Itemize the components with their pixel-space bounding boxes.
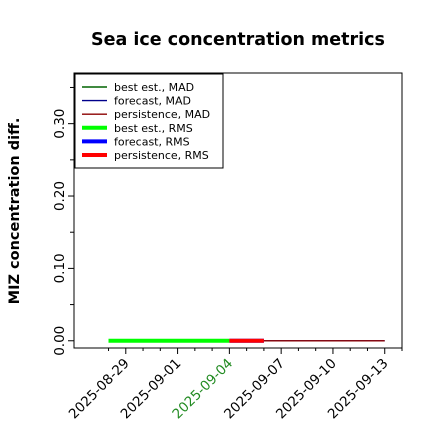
legend-entry: forecast, RMS	[114, 135, 190, 148]
legend-box	[74, 73, 224, 169]
x-axis: 2025-08-292025-09-012025-09-042025-09-07…	[66, 348, 403, 422]
legend-entry: persistence, RMS	[114, 149, 209, 162]
legend-entry: best est., RMS	[114, 122, 193, 135]
chart-title: Sea ice concentration metrics	[91, 30, 385, 50]
legend-entry: best est., MAD	[114, 81, 194, 94]
y-tick-label: 0.00	[52, 326, 68, 356]
y-axis: 0.00 0.10 0.20 0.30	[52, 86, 74, 356]
y-tick-label: 0.10	[52, 253, 68, 283]
legend-entry: persistence, MAD	[114, 108, 210, 121]
legend-entry: forecast, MAD	[114, 95, 191, 108]
y-tick-label: 0.30	[52, 109, 68, 139]
plot-frame	[73, 72, 403, 349]
y-axis-label: MIZ concentration diff.	[7, 118, 23, 305]
y-tick-label: 0.20	[52, 181, 68, 211]
